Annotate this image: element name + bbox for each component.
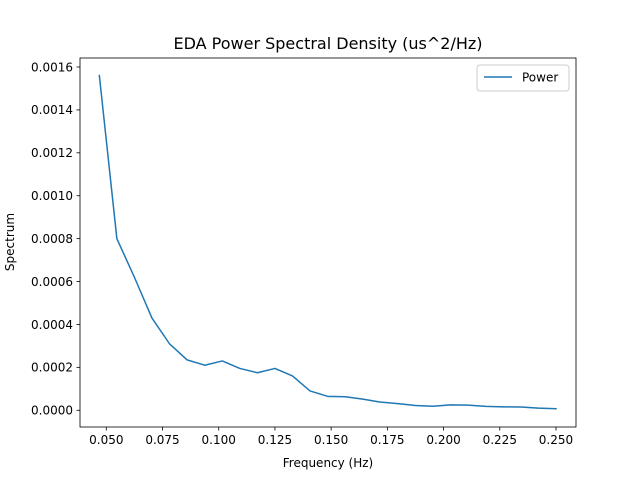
x-tick-label: 0.125 [258, 433, 292, 447]
y-tick-label: 0.0008 [31, 232, 73, 246]
legend: Power [476, 64, 570, 92]
y-tick-label: 0.0000 [31, 404, 73, 418]
y-tick-label: 0.0012 [31, 146, 73, 160]
x-tick-label: 0.050 [89, 433, 123, 447]
y-tick-label: 0.0004 [31, 318, 73, 332]
x-axis-ticks: 0.050 0.075 0.100 0.125 0.150 0.175 0.200 0.225… [89, 427, 573, 447]
y-axis-ticks: 0.0000 0.0002 0.0004 0.0006 0.0008 0.0010 0.00… [31, 60, 80, 418]
y-tick-label: 0.0014 [31, 103, 73, 117]
axes-frame [79, 57, 577, 428]
legend-box [476, 64, 570, 92]
x-tick-label: 0.225 [483, 433, 517, 447]
y-tick-label: 0.0016 [31, 60, 73, 74]
chart-title: EDA Power Spectral Density (us^2/Hz) [173, 34, 482, 53]
x-axis-label: Frequency (Hz) [283, 456, 374, 470]
series-layer [98, 74, 557, 410]
series-line-power [98, 74, 557, 410]
x-tick-label: 0.075 [145, 433, 179, 447]
y-tick-label: 0.0006 [31, 275, 73, 289]
x-tick-label: 0.175 [370, 433, 404, 447]
legend-label-power: Power [522, 71, 558, 85]
y-tick-label: 0.0002 [31, 361, 73, 375]
y-tick-label: 0.0010 [31, 189, 73, 203]
x-tick-label: 0.200 [426, 433, 460, 447]
x-tick-label: 0.250 [539, 433, 573, 447]
x-tick-label: 0.100 [202, 433, 236, 447]
y-axis-label: Spectrum [3, 213, 17, 271]
plot-area: 0.050 0.075 0.100 0.125 0.150 0.175 0.200 0.225… [31, 57, 577, 447]
x-tick-label: 0.150 [314, 433, 348, 447]
